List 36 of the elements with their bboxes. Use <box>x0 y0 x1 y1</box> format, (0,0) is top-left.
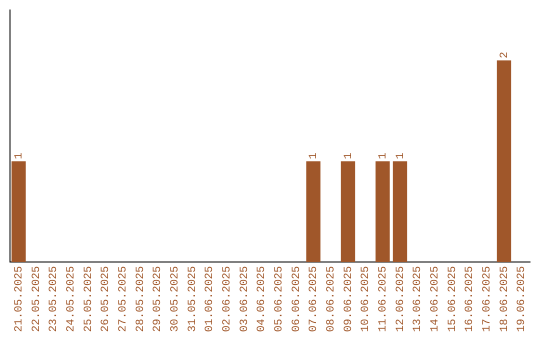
x-tick-label: 27.05.2025 <box>118 266 130 332</box>
x-tick-label: 17.06.2025 <box>482 266 494 332</box>
data-label: 2 <box>498 52 511 58</box>
data-label: 1 <box>342 152 355 160</box>
x-tick-label: 10.06.2025 <box>360 266 372 332</box>
data-label: 1 <box>394 152 407 160</box>
x-tick-label: 24.05.2025 <box>66 266 78 332</box>
data-label: 1 <box>308 152 320 160</box>
x-tick-label: 08.06.2025 <box>326 266 338 332</box>
x-tick-label: 26.05.2025 <box>100 266 112 332</box>
x-tick-label: 07.06.2025 <box>308 266 320 332</box>
x-tick-label: 23.05.2025 <box>48 266 60 332</box>
x-tick-label: 09.06.2025 <box>342 266 355 332</box>
x-tick-label: 19.06.2025 <box>516 266 528 332</box>
x-tick-label: 11.06.2025 <box>378 266 390 332</box>
x-tick-label: 21.05.2025 <box>14 266 26 332</box>
x-tick-label: 02.06.2025 <box>222 266 234 332</box>
data-label: 1 <box>378 152 390 160</box>
data-label: 1 <box>14 152 26 160</box>
x-tick-label: 01.06.2025 <box>204 266 216 332</box>
x-tick-label: 22.05.2025 <box>30 266 43 332</box>
x-tick-label: 12.06.2025 <box>394 266 407 332</box>
x-tick-label: 29.05.2025 <box>152 266 164 332</box>
x-tick-label: 03.06.2025 <box>238 266 251 332</box>
x-tick-label: 13.06.2025 <box>412 266 424 332</box>
x-tick-label: 05.06.2025 <box>274 266 286 332</box>
x-tick-label: 16.06.2025 <box>464 266 476 332</box>
x-tick-label: 30.05.2025 <box>170 266 182 332</box>
x-tick-label: 14.06.2025 <box>430 266 442 332</box>
x-tick-label: 25.05.2025 <box>82 266 95 332</box>
x-tick-label: 31.05.2025 <box>186 266 199 332</box>
x-tick-label: 15.06.2025 <box>446 266 459 332</box>
x-tick-label: 28.05.2025 <box>134 266 147 332</box>
x-tick-label: 06.06.2025 <box>290 266 303 332</box>
x-tick-label: 04.06.2025 <box>256 266 268 332</box>
x-tick-label: 18.06.2025 <box>498 266 511 332</box>
